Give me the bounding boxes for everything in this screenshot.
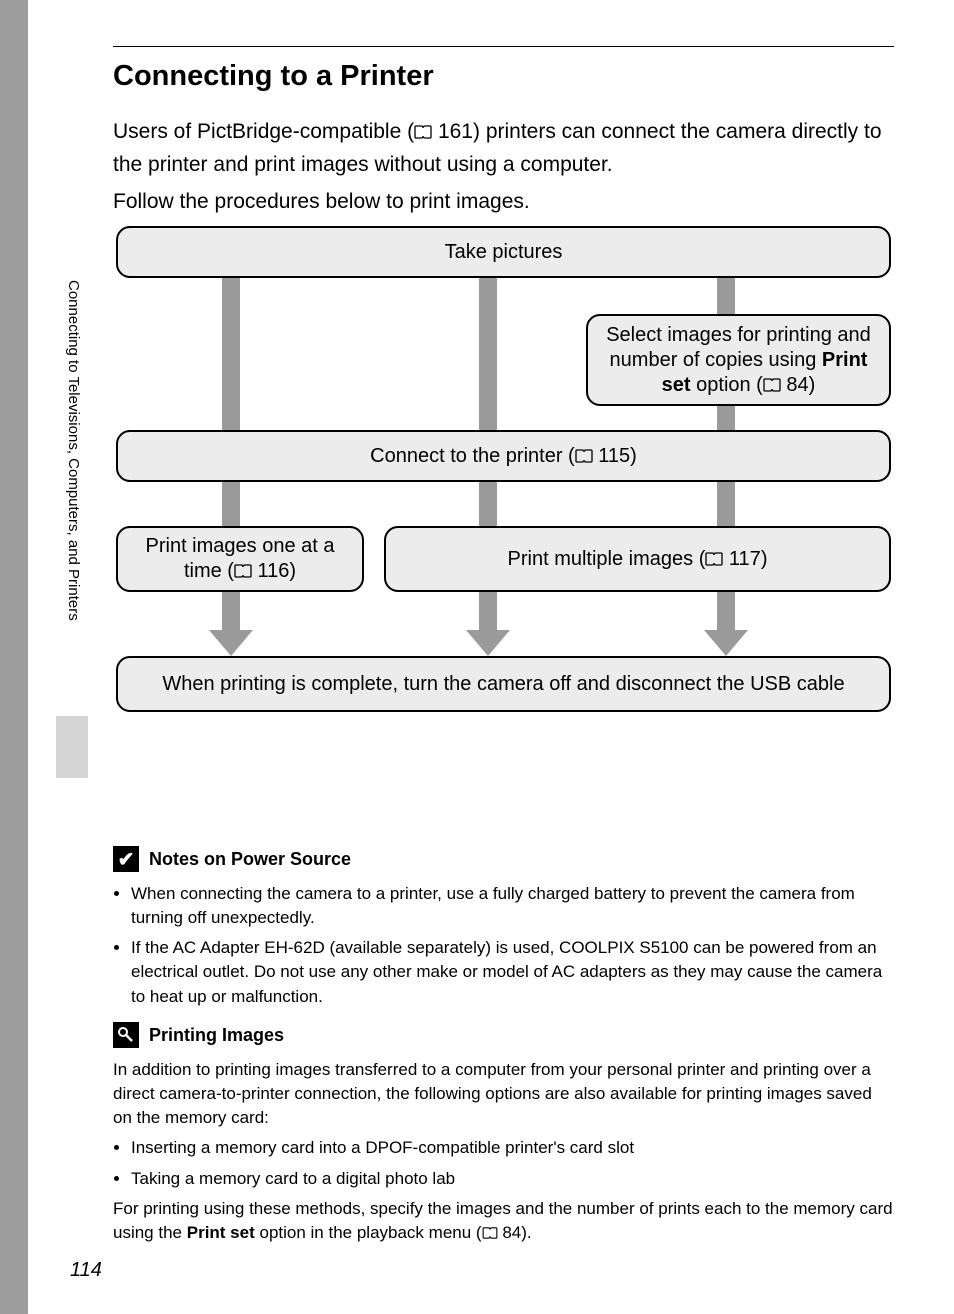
book-icon bbox=[575, 445, 593, 459]
flow-box6-text: When printing is complete, turn the came… bbox=[162, 672, 844, 697]
list-item: Taking a memory card to a digital photo … bbox=[131, 1167, 894, 1191]
book-icon bbox=[234, 560, 252, 574]
flow-arrow bbox=[717, 592, 735, 632]
intro-paragraph-1: Users of PictBridge-compatible ( 161) pr… bbox=[113, 116, 884, 181]
flow-box-take-pictures: Take pictures bbox=[116, 226, 891, 278]
note-body: When connecting the camera to a printer,… bbox=[113, 882, 894, 1009]
note-body: In addition to printing images transferr… bbox=[113, 1058, 894, 1245]
wrench-icon bbox=[113, 1022, 139, 1048]
flow-box-print-set: Select images for printing and number of… bbox=[586, 314, 891, 406]
intro1-ref: 161 bbox=[438, 120, 473, 143]
flow-box3-text: Connect to the printer ( 115) bbox=[370, 444, 637, 469]
list-item: When connecting the camera to a printer,… bbox=[131, 882, 894, 930]
header-rule bbox=[113, 46, 894, 47]
flow-arrow bbox=[222, 592, 240, 632]
notes-power-source: ✔ Notes on Power Source When connecting … bbox=[113, 846, 894, 1015]
flow-box5-text: Print multiple images ( 117) bbox=[508, 547, 768, 572]
flow-arrow bbox=[479, 592, 497, 632]
list-item: If the AC Adapter EH-62D (available sepa… bbox=[131, 936, 894, 1008]
flow-box2-text: Select images for printing and number of… bbox=[602, 323, 875, 398]
flow-arrow bbox=[717, 278, 735, 314]
flow-arrowhead bbox=[466, 630, 510, 656]
flow-box-connect: Connect to the printer ( 115) bbox=[116, 430, 891, 482]
note-heading: Printing Images bbox=[113, 1022, 894, 1048]
book-icon bbox=[763, 374, 781, 388]
flow-arrow bbox=[479, 278, 497, 430]
vertical-section-label: Connecting to Televisions, Computers, an… bbox=[66, 280, 86, 700]
book-icon bbox=[482, 1222, 498, 1234]
intro-paragraph-2: Follow the procedures below to print ima… bbox=[113, 186, 884, 219]
flow-arrowhead bbox=[209, 630, 253, 656]
list-item: Inserting a memory card into a DPOF-comp… bbox=[131, 1136, 894, 1160]
page-number: 114 bbox=[70, 1259, 102, 1282]
flow-box-print-multiple: Print multiple images ( 117) bbox=[384, 526, 891, 592]
book-icon bbox=[414, 117, 432, 131]
note2-para2: For printing using these methods, specif… bbox=[113, 1197, 894, 1245]
book-icon bbox=[705, 548, 723, 562]
note2-para1: In addition to printing images transferr… bbox=[113, 1058, 894, 1130]
check-icon: ✔ bbox=[113, 846, 139, 872]
flow-arrow bbox=[222, 278, 240, 430]
flowchart: Take pictures Select images for printing… bbox=[116, 226, 891, 716]
page: Connecting to a Printer Users of PictBri… bbox=[28, 0, 954, 1314]
flow-box-print-one: Print images one at a time ( 116) bbox=[116, 526, 364, 592]
note-heading: ✔ Notes on Power Source bbox=[113, 846, 894, 872]
side-tab bbox=[56, 716, 88, 778]
flow-box-finish: When printing is complete, turn the came… bbox=[116, 656, 891, 712]
flow-box1-text: Take pictures bbox=[445, 240, 563, 265]
note2-title: Printing Images bbox=[149, 1025, 284, 1046]
flow-box4-text: Print images one at a time ( 116) bbox=[132, 534, 348, 584]
notes-printing-images: Printing Images In addition to printing … bbox=[113, 1022, 894, 1251]
flow-arrow bbox=[717, 406, 735, 430]
vertical-section-text: Connecting to Televisions, Computers, an… bbox=[65, 280, 82, 621]
page-title: Connecting to a Printer bbox=[113, 60, 434, 93]
flow-arrow bbox=[717, 482, 735, 526]
flow-arrowhead bbox=[704, 630, 748, 656]
flow-arrow bbox=[222, 482, 240, 526]
flow-arrow bbox=[479, 482, 497, 526]
note1-title: Notes on Power Source bbox=[149, 849, 351, 870]
intro1-text-a: Users of PictBridge-compatible ( bbox=[113, 120, 414, 143]
